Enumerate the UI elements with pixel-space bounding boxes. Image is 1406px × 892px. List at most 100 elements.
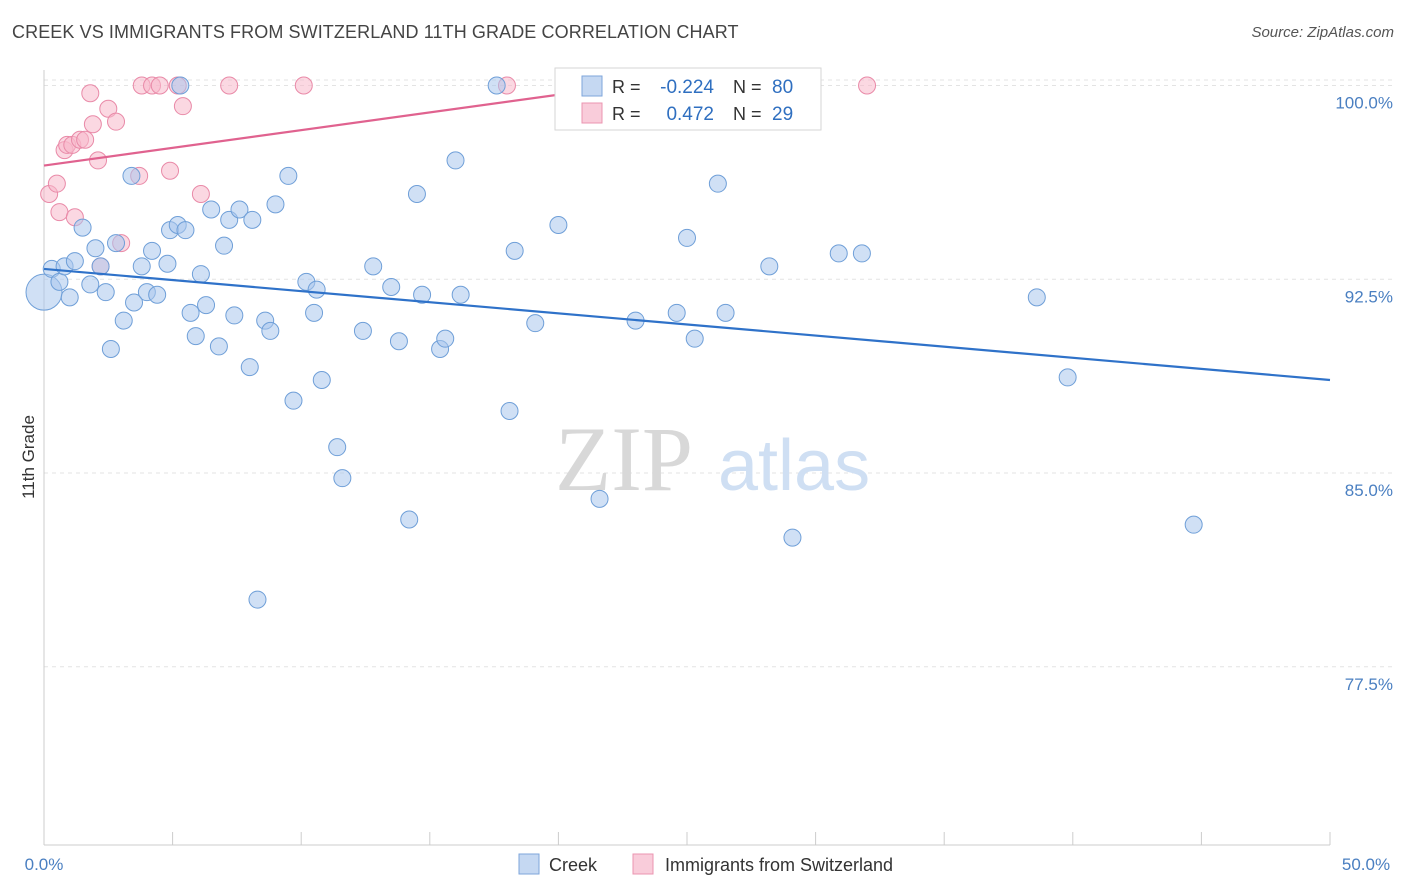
creek-point-76 [852, 244, 871, 263]
swiss-point-28 [858, 76, 877, 95]
stats-legend-swatch-swiss [581, 102, 603, 124]
creek-point-4 [60, 288, 79, 307]
legend-label-swiss: Immigrants from Switzerland [665, 855, 893, 875]
creek-point-14 [122, 166, 141, 185]
creek-point-60 [487, 76, 506, 95]
creek-point-50 [364, 257, 383, 276]
creek-point-7 [81, 275, 100, 294]
creek-point-5 [65, 252, 84, 271]
creek-point-45 [307, 280, 326, 299]
x-tick-label-max: 50.0% [1342, 855, 1390, 874]
creek-point-74 [783, 528, 802, 547]
creek-point-25 [181, 303, 200, 322]
creek-point-63 [526, 314, 545, 333]
creek-point-52 [389, 332, 408, 351]
swiss-point-23 [191, 185, 210, 203]
creek-point-48 [333, 469, 352, 488]
creek-point-41 [279, 166, 298, 185]
stats-n-value-swiss: 29 [772, 104, 793, 125]
y-tick-label-1: 85.0% [1345, 481, 1393, 500]
creek-point-78 [1058, 368, 1077, 387]
creek-point-15 [125, 293, 144, 312]
swiss-point-20 [161, 161, 180, 180]
creek-point-12 [107, 234, 126, 253]
creek-point-69 [678, 228, 696, 247]
creek-point-26 [186, 327, 205, 346]
stats-r-label-creek: R = [612, 77, 641, 97]
creek-point-62 [505, 241, 524, 260]
creek-point-73 [760, 257, 779, 276]
stats-r-value-creek: -0.224 [660, 77, 714, 98]
creek-point-30 [209, 337, 228, 356]
creek-trend-line [43, 267, 1331, 382]
swiss-point-24 [220, 76, 239, 95]
y-tick-label-3: 100.0% [1335, 94, 1393, 113]
creek-point-71 [708, 174, 727, 193]
creek-point-20 [158, 254, 177, 273]
creek-point-79 [1184, 515, 1203, 534]
legend-swatch-creek [518, 853, 540, 875]
creek-point-46 [312, 371, 331, 389]
swiss-point-11 [89, 151, 108, 170]
creek-point-70 [685, 329, 704, 348]
creek-point-42 [284, 391, 303, 410]
creek-point-59 [451, 285, 470, 304]
stats-n-value-creek: 80 [772, 77, 793, 98]
y-axis-tick-labels: 77.5% 85.0% 92.5% 100.0% [1335, 94, 1393, 694]
stats-n-label-creek: N = [733, 77, 762, 97]
creek-point-61 [500, 402, 519, 420]
swiss-point-14 [107, 112, 126, 131]
creek-point-37 [248, 590, 267, 609]
stats-legend-swatch-creek [581, 75, 603, 97]
creek-point-77 [1027, 288, 1046, 307]
creek-point-8 [86, 239, 105, 258]
stats-n-label-swiss: N = [733, 104, 762, 124]
creek-point-24 [176, 221, 195, 240]
creek-point-53 [400, 510, 419, 529]
y-tick-label-2: 92.5% [1345, 287, 1393, 306]
creek-point-36 [243, 210, 262, 229]
creek-point-39 [261, 321, 280, 340]
swiss-point-10 [83, 115, 102, 134]
creek-point-49 [353, 321, 372, 340]
watermark-zip: ZIP [555, 408, 693, 510]
creek-point-57 [436, 329, 455, 348]
y-tick-label-0: 77.5% [1345, 675, 1393, 694]
creek-point-23 [171, 76, 190, 95]
bottom-legend: Creek Immigrants from Switzerland [518, 853, 893, 875]
creek-point-6 [73, 218, 92, 237]
creek-point-58 [446, 151, 465, 170]
creek-point-64 [549, 216, 568, 234]
creek-point-40 [266, 195, 285, 214]
creek-point-44 [305, 303, 324, 322]
creek-point-16 [132, 257, 151, 276]
creek-point-13 [114, 311, 133, 330]
swiss-trend-line [43, 84, 626, 167]
swiss-point-2 [50, 203, 69, 222]
creek-point-68 [667, 303, 686, 322]
swiss-point-22 [173, 97, 192, 116]
creek-point-31 [215, 236, 234, 255]
swiss-point-9 [81, 84, 100, 103]
chart-title: CREEK VS IMMIGRANTS FROM SWITZERLAND 11T… [12, 22, 739, 42]
creek-point-19 [148, 285, 167, 304]
watermark-atlas: atlas [718, 426, 870, 506]
y-axis-title: 11th Grade [19, 415, 38, 499]
swiss-point-25 [294, 76, 313, 95]
creek-point-2 [50, 272, 69, 291]
creek-point-33 [225, 306, 244, 325]
stats-legend: R = -0.224 N = 80 R = 0.472 N = 29 [554, 67, 822, 131]
creek-point-35 [240, 358, 259, 377]
creek-point-28 [197, 296, 216, 315]
swiss-point-1 [47, 174, 66, 193]
creek-point-51 [382, 278, 401, 296]
creek-point-65 [590, 489, 609, 508]
creek-point-47 [328, 438, 347, 457]
source-credit: Source: ZipAtlas.com [1251, 24, 1394, 41]
legend-swatch-swiss [632, 853, 654, 875]
stats-r-value-swiss: 0.472 [666, 104, 714, 125]
creek-point-11 [101, 340, 120, 358]
creek-point-29 [202, 200, 221, 219]
x-tick-label-min: 0.0% [25, 855, 64, 874]
swiss-point-8 [76, 130, 95, 149]
